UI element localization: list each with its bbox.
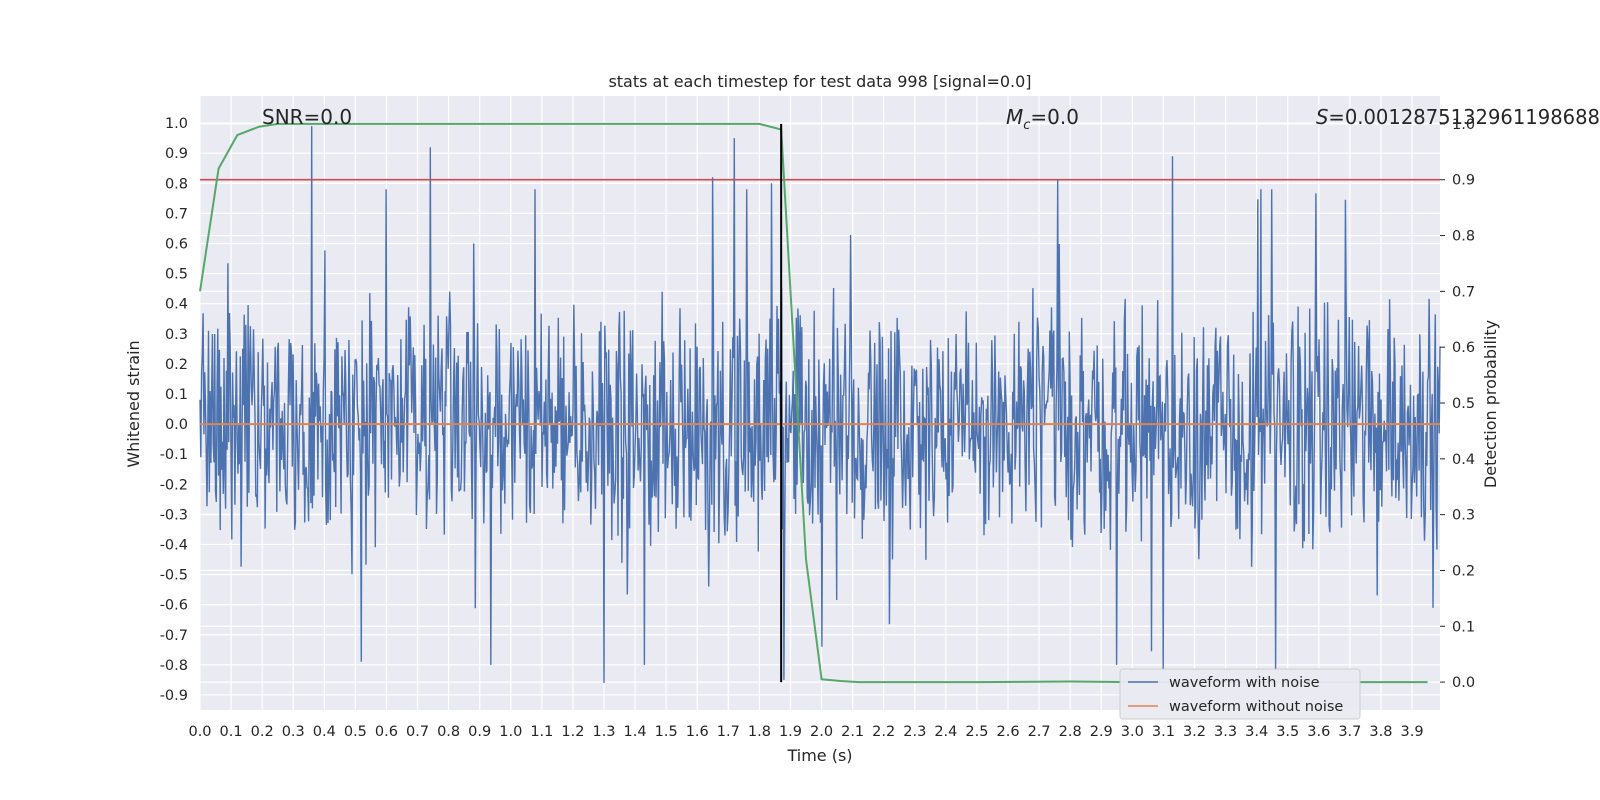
legend: waveform with noise waveform without noi…: [1119, 668, 1361, 720]
x-tick-label: 2.5: [965, 724, 988, 740]
series-detection-probability: [199, 122, 1428, 684]
x-tick-label: 3.2: [1183, 724, 1206, 740]
y-tick-label: -0.5: [160, 568, 188, 584]
x-tick-label: 1.5: [655, 724, 678, 740]
score-annotation: S=0.0012875132961198688: [1316, 105, 1600, 129]
y-tick-label: -0.7: [160, 628, 188, 644]
y-tick-label: 1.0: [165, 116, 188, 132]
x-tick-label: 1.1: [530, 724, 553, 740]
legend-label-noisy: waveform with noise: [1169, 675, 1320, 691]
x-tick-label: 3.5: [1276, 724, 1299, 740]
y-tick-label: -0.4: [160, 537, 188, 553]
series-waveform-with-noise: [199, 126, 1441, 683]
y2-tick-label: 0.4: [1452, 452, 1475, 468]
x-tick-label: 2.9: [1090, 724, 1113, 740]
snr-annotation: SNR=0.0: [262, 105, 352, 129]
x-tick-label: 0.0: [188, 724, 211, 740]
x-tick-label: 0.3: [282, 724, 305, 740]
y-tick-label: -0.6: [160, 598, 188, 614]
x-tick-label: 0.2: [251, 724, 274, 740]
y2-axis-label: Detection probability: [1481, 320, 1500, 488]
chirp-mass-subscript: c: [1023, 118, 1030, 133]
y-tick-label: -0.8: [160, 658, 188, 674]
x-tick-label: 2.7: [1028, 724, 1051, 740]
x-tick-label: 2.0: [810, 724, 833, 740]
x-tick-label: 0.5: [344, 724, 367, 740]
x-tick-label: 0.1: [220, 724, 243, 740]
chirp-mass-annotation: Mc=0.0: [1006, 105, 1079, 133]
x-tick-label: 3.4: [1245, 724, 1268, 740]
x-tick-label: 1.3: [592, 724, 615, 740]
y2-tick-label: 0.7: [1452, 284, 1475, 300]
y2-tick-label: 0.6: [1452, 340, 1475, 356]
x-tick-label: 3.8: [1369, 724, 1392, 740]
x-tick-label: 3.1: [1152, 724, 1175, 740]
y-tick-label: 0.9: [165, 146, 188, 162]
y2-tick-label: 0.3: [1452, 508, 1475, 524]
x-tick-label: 2.6: [996, 724, 1019, 740]
x-tick-label: 3.7: [1338, 724, 1361, 740]
y-tick-label: 0.5: [165, 267, 188, 283]
score-symbol: S: [1316, 105, 1329, 129]
x-tick-label: 2.1: [841, 724, 864, 740]
y-tick-label: 0.0: [165, 417, 188, 433]
y-tick-label: -0.9: [160, 688, 188, 704]
x-tick-label: 3.0: [1121, 724, 1144, 740]
y2-tick-label: 0.9: [1452, 173, 1475, 189]
x-axis-label: Time (s): [786, 746, 852, 765]
y2-tick-label: 1.0: [1452, 117, 1475, 133]
x-tick-label: 1.6: [686, 724, 709, 740]
x-tick-label: 2.3: [903, 724, 926, 740]
x-tick-label: 2.2: [872, 724, 895, 740]
y2-tick-label: 0.8: [1452, 229, 1475, 245]
y-tick-label: 0.2: [165, 357, 188, 373]
plot-lines: [199, 122, 1441, 684]
x-tick-label: 0.9: [468, 724, 491, 740]
y-axis-label: Whitened strain: [124, 340, 143, 467]
y2-tick-label: 0.0: [1452, 675, 1475, 691]
y-tick-label: -0.1: [160, 447, 188, 463]
x-tick-label: 1.9: [779, 724, 802, 740]
x-tick-label: 0.7: [406, 724, 429, 740]
x-tick-label: 3.3: [1214, 724, 1237, 740]
y-tick-label: 0.8: [165, 176, 188, 192]
x-axis-ticks: 0.0 0.1 0.2 0.3 0.4 0.5 0.6 0.7 0.8 0.9 1.0 1.1 1.2 1…: [188, 724, 1423, 740]
chirp-mass-symbol: M: [1006, 105, 1023, 129]
y2-tick-label: 0.5: [1452, 396, 1475, 412]
legend-box: [1119, 668, 1361, 720]
y-tick-label: 0.1: [165, 387, 188, 403]
chirp-mass-value: =0.0: [1030, 105, 1079, 129]
x-tick-label: 0.6: [375, 724, 398, 740]
x-tick-label: 1.8: [748, 724, 771, 740]
y-tick-label: 0.7: [165, 206, 188, 222]
x-tick-label: 1.7: [717, 724, 740, 740]
x-tick-label: 1.4: [624, 724, 647, 740]
legend-label-clean: waveform without noise: [1169, 699, 1343, 715]
grid: [199, 96, 1440, 710]
x-tick-label: 3.6: [1307, 724, 1330, 740]
x-tick-label: 0.4: [313, 724, 336, 740]
y2-axis-ticks: 1.0 0.9 0.8 0.7 0.6 0.5 0.4 0.3 0.2 0.1 0.0: [1440, 117, 1475, 691]
x-tick-label: 2.4: [934, 724, 957, 740]
y2-tick-label: 0.2: [1452, 563, 1475, 579]
y-tick-label: -0.3: [160, 507, 188, 523]
x-tick-label: 1.0: [499, 724, 522, 740]
y2-tick-label: 0.1: [1452, 619, 1475, 635]
y-axis-ticks: 1.0 0.9 0.8 0.7 0.6 0.5 0.4 0.3 0.2 0.1 0.0 -0.1 -0.…: [160, 116, 188, 704]
x-tick-label: 0.8: [437, 724, 460, 740]
x-tick-label: 1.2: [561, 724, 584, 740]
y-tick-label: 0.4: [165, 297, 188, 313]
y-tick-label: 0.3: [165, 327, 188, 343]
chart-title: stats at each timestep for test data 998…: [608, 72, 1031, 91]
y-tick-label: 0.6: [165, 236, 188, 252]
score-value: =0.0012875132961198688: [1328, 105, 1600, 129]
y-tick-label: -0.2: [160, 477, 188, 493]
x-tick-label: 2.8: [1059, 724, 1082, 740]
x-tick-label: 3.9: [1400, 724, 1423, 740]
